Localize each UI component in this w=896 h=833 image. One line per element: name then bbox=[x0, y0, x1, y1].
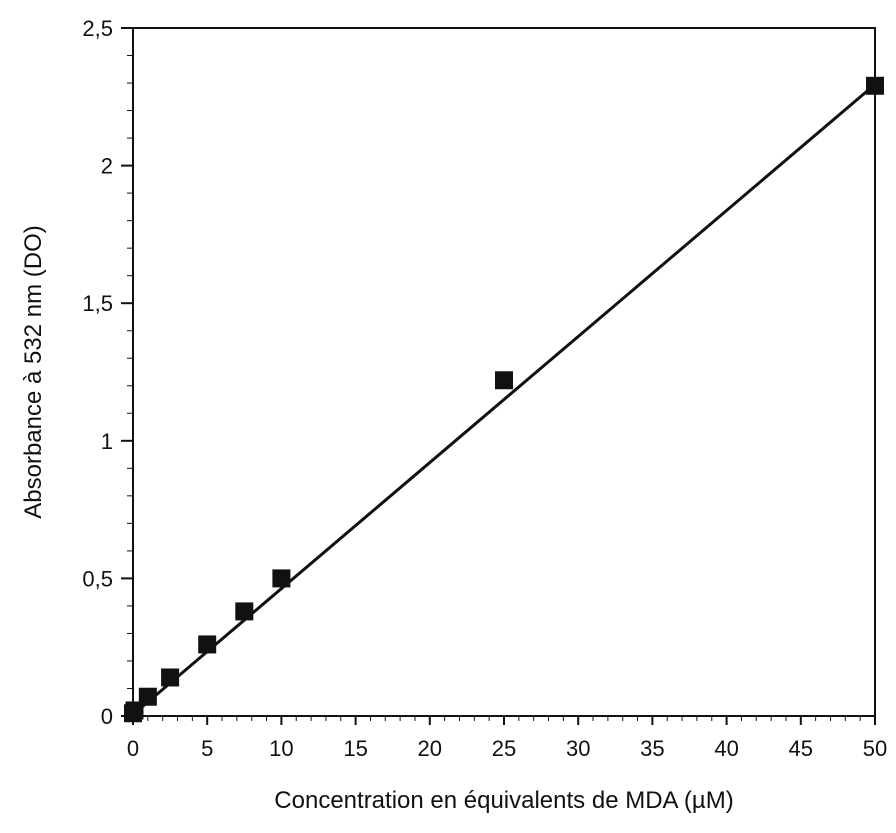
x-tick-label: 40 bbox=[714, 736, 738, 761]
y-tick-label: 0,5 bbox=[82, 566, 113, 591]
x-tick-label: 10 bbox=[269, 736, 293, 761]
data-point bbox=[125, 701, 144, 720]
data-point bbox=[866, 76, 884, 95]
y-tick-label: 2 bbox=[101, 154, 113, 179]
fit-line bbox=[132, 83, 876, 716]
data-point bbox=[138, 687, 157, 706]
y-tick-label: 1,5 bbox=[82, 291, 113, 316]
data-point bbox=[272, 569, 291, 588]
fit-line-group bbox=[132, 83, 876, 716]
x-tick-label: 0 bbox=[127, 736, 139, 761]
y-tick-label: 1 bbox=[101, 429, 113, 454]
data-point bbox=[235, 602, 254, 621]
x-tick-label: 5 bbox=[201, 736, 213, 761]
data-point bbox=[495, 371, 513, 390]
y-tick-label: 2,5 bbox=[82, 16, 113, 41]
x-tick-label: 30 bbox=[566, 736, 590, 761]
x-tick-label: 35 bbox=[640, 736, 664, 761]
y-axis-title: Absorbance à 532 nm (DO) bbox=[20, 225, 47, 518]
x-tick-label: 15 bbox=[343, 736, 367, 761]
x-tick-label: 50 bbox=[863, 736, 887, 761]
data-point bbox=[161, 668, 180, 687]
x-tick-label: 45 bbox=[789, 736, 813, 761]
x-axis-title: Concentration en équivalents de MDA (µM) bbox=[274, 787, 733, 814]
data-point bbox=[198, 635, 217, 654]
markers-group bbox=[124, 76, 884, 723]
y-tick-label: 0 bbox=[101, 704, 113, 729]
ticks-group: 0 5 10 15 20 25 30 35 40 45 50 0 0,5 1 1,5 2 2,5 bbox=[82, 16, 887, 761]
x-tick-label: 20 bbox=[418, 736, 442, 761]
x-tick-label: 25 bbox=[492, 736, 516, 761]
